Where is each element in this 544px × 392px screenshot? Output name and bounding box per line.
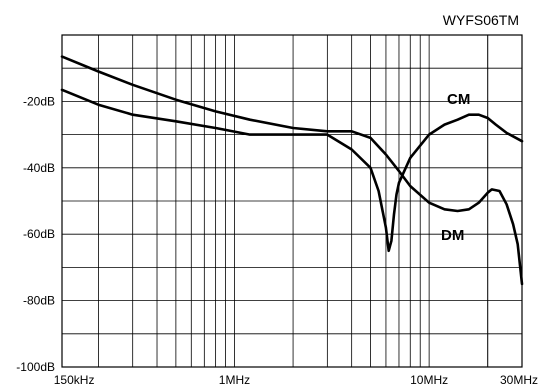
x-tick-label: 10MHz bbox=[410, 373, 448, 387]
x-axis-ticks: 150kHz 1MHz 10MHz 30MHz bbox=[54, 373, 538, 387]
y-tick-label: -20dB bbox=[23, 94, 55, 108]
y-tick-label: -40dB bbox=[23, 161, 55, 175]
x-tick-label: 30MHz bbox=[500, 373, 538, 387]
y-tick-label: -100dB bbox=[16, 360, 55, 374]
y-tick-label: -60dB bbox=[23, 227, 55, 241]
x-tick-label: 150kHz bbox=[54, 373, 95, 387]
chart-title: WYFS06TM bbox=[443, 12, 519, 28]
series-label-dm: DM bbox=[441, 227, 464, 244]
x-tick-label: 1MHz bbox=[219, 373, 250, 387]
y-tick-label: -80dB bbox=[23, 294, 55, 308]
y-axis-ticks: -20dB -40dB -60dB -80dB -100dB bbox=[16, 94, 55, 374]
series-label-cm: CM bbox=[447, 91, 470, 108]
